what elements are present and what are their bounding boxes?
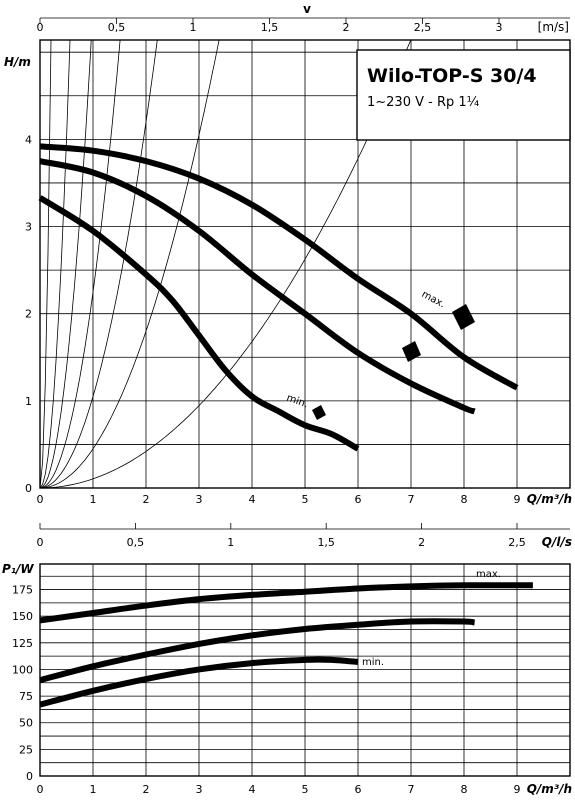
power-curve-mid bbox=[39, 618, 476, 684]
x-axis-label: Q/m³/h bbox=[527, 782, 572, 796]
y-tick-label: 0 bbox=[25, 482, 32, 495]
x-tick-label: 8 bbox=[461, 493, 468, 506]
operating-marker bbox=[452, 304, 475, 330]
x-tick-label: 1 bbox=[90, 493, 97, 506]
secondary-x-tick-label: 0 bbox=[37, 536, 44, 549]
y-tick-label: 100 bbox=[12, 663, 33, 676]
system-curve bbox=[40, 39, 412, 489]
x-tick-label: 0 bbox=[37, 493, 44, 506]
operating-marker bbox=[402, 341, 421, 362]
x-tick-label: 5 bbox=[302, 783, 309, 796]
secondary-x-tick-label: 1,5 bbox=[317, 536, 335, 549]
x-tick-label: 7 bbox=[408, 783, 415, 796]
x-tick-label: 6 bbox=[355, 783, 362, 796]
system-curve bbox=[39, 39, 52, 489]
y-axis-label: H/m bbox=[4, 55, 31, 69]
system-curve bbox=[39, 39, 158, 489]
x-tick-label: 1 bbox=[90, 783, 97, 796]
y-axis-label: P₁/W bbox=[2, 562, 34, 576]
secondary-x-tick-label: 2,5 bbox=[508, 536, 526, 549]
y-tick-label: 50 bbox=[19, 717, 33, 730]
x-tick-label: 3 bbox=[196, 783, 203, 796]
x-tick-label: 4 bbox=[249, 783, 256, 796]
x-tick-label: 6 bbox=[355, 493, 362, 506]
chart-subtitle: 1~230 V - Rp 1¼ bbox=[367, 95, 480, 110]
y-tick-label: 150 bbox=[12, 610, 33, 623]
secondary-x-tick-label: 1 bbox=[227, 536, 234, 549]
secondary-axis-unit: [m/s] bbox=[538, 20, 569, 34]
secondary-x-tick-label: 1,5 bbox=[261, 21, 279, 34]
x-tick-label: 9 bbox=[514, 493, 521, 506]
annotation-min: min. bbox=[362, 657, 384, 668]
y-tick-label: 4 bbox=[25, 133, 32, 146]
y-tick-label: 2 bbox=[25, 308, 32, 321]
x-tick-label: 2 bbox=[143, 783, 150, 796]
x-tick-label: 5 bbox=[302, 493, 309, 506]
x-tick-label: 8 bbox=[461, 783, 468, 796]
system-curve bbox=[39, 39, 71, 489]
annotation-min: min. bbox=[285, 392, 309, 410]
secondary-x-tick-label: 1 bbox=[190, 21, 197, 34]
x-tick-label: 2 bbox=[143, 493, 150, 506]
system-curve bbox=[39, 39, 121, 489]
annotation-max: max. bbox=[420, 289, 447, 310]
y-tick-label: 125 bbox=[12, 637, 33, 650]
secondary-x-tick-label: 3 bbox=[496, 21, 503, 34]
curve-gap bbox=[341, 238, 353, 252]
head-chart: 0 0,5 1 1,5 2 2,5 3 v [m/s] 0 1 2 3 4 5 6 7 8 9 0 1 2 3 4 H/m Q/m… bbox=[4, 2, 572, 506]
y-tick-label: 175 bbox=[12, 584, 33, 597]
operating-marker bbox=[312, 405, 326, 420]
secondary-x-tick-label: 2,5 bbox=[414, 21, 432, 34]
secondary-x-tick-label: 0,5 bbox=[127, 536, 145, 549]
power-chart: 0 0,5 1 1,5 2 2,5 Q/l/s 0 1 2 3 4 5 6 7 8 9 0 25 50 75 100 125… bbox=[2, 523, 572, 796]
chart-title: Wilo-TOP-S 30/4 bbox=[367, 65, 537, 87]
y-tick-label: 3 bbox=[25, 221, 32, 234]
y-tick-label: 1 bbox=[25, 395, 32, 408]
x-tick-label: 4 bbox=[249, 493, 256, 506]
y-tick-label: 75 bbox=[19, 690, 33, 703]
secondary-x-tick-label: 0 bbox=[37, 21, 44, 34]
x-axis-label: Q/m³/h bbox=[527, 492, 572, 506]
secondary-axis-label: Q/l/s bbox=[542, 535, 572, 549]
secondary-axis-label: v bbox=[303, 2, 311, 16]
title-box bbox=[356, 49, 571, 141]
secondary-x-tick-label: 2 bbox=[418, 536, 425, 549]
pump-curve-max bbox=[39, 143, 519, 391]
x-tick-label: 9 bbox=[514, 783, 521, 796]
secondary-x-tick-label: 0,5 bbox=[108, 21, 126, 34]
system-curve bbox=[39, 39, 92, 489]
annotation-max: max. bbox=[476, 569, 501, 580]
x-tick-label: 7 bbox=[408, 493, 415, 506]
x-tick-label: 3 bbox=[196, 493, 203, 506]
x-tick-label: 0 bbox=[37, 783, 44, 796]
y-tick-label: 25 bbox=[19, 743, 33, 756]
power-curve-max bbox=[39, 582, 533, 624]
y-tick-label: 0 bbox=[26, 770, 33, 783]
pump-curve-min bbox=[38, 195, 360, 452]
secondary-x-tick-label: 2 bbox=[343, 21, 350, 34]
pump-curve-mid bbox=[39, 158, 476, 415]
power-curve-min bbox=[39, 656, 359, 708]
